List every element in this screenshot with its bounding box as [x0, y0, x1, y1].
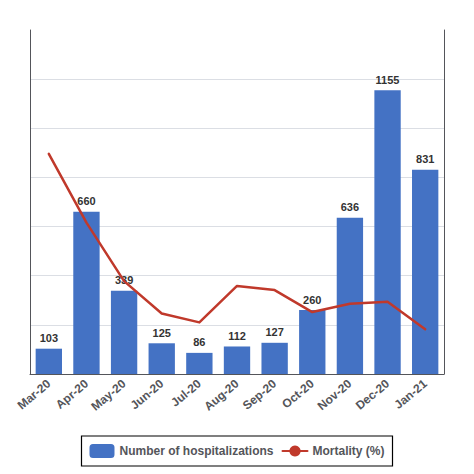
svg-text:339: 339 — [114, 274, 134, 287]
svg-text:Oct-20: Oct-20 — [279, 376, 317, 411]
svg-text:125: 125 — [153, 327, 171, 339]
svg-text:112: 112 — [228, 330, 246, 342]
svg-text:Number of hospitalizations: Number of hospitalizations — [119, 444, 273, 458]
svg-text:Jun-20: Jun-20 — [128, 376, 167, 412]
svg-text:Jan-21: Jan-21 — [392, 376, 430, 411]
svg-text:Sep-20: Sep-20 — [240, 376, 279, 412]
svg-text:Nov-20: Nov-20 — [315, 376, 355, 413]
svg-text:127: 127 — [265, 326, 283, 338]
svg-text:Apr-20: Apr-20 — [53, 376, 91, 411]
svg-text:Aug-20: Aug-20 — [201, 376, 241, 413]
svg-text:Mar-20: Mar-20 — [15, 376, 54, 412]
svg-text:May-20: May-20 — [88, 376, 128, 413]
svg-text:260: 260 — [303, 294, 321, 306]
svg-text:1155: 1155 — [376, 74, 400, 86]
svg-text:103: 103 — [40, 332, 58, 344]
svg-text:636: 636 — [341, 201, 359, 213]
svg-text:831: 831 — [416, 153, 434, 165]
svg-text:660: 660 — [77, 195, 95, 207]
svg-text:Dec-20: Dec-20 — [353, 376, 392, 412]
svg-text:Jul-20: Jul-20 — [168, 376, 204, 409]
svg-text:86: 86 — [193, 336, 205, 348]
svg-text:Mortality (%): Mortality (%) — [313, 444, 385, 458]
